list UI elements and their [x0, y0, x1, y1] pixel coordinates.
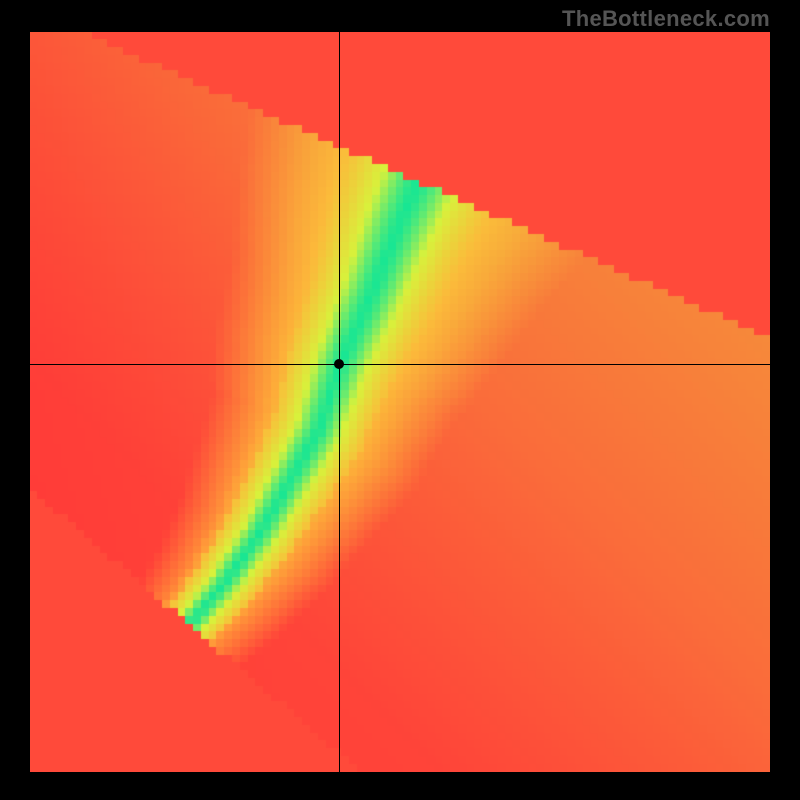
- watermark-text: TheBottleneck.com: [562, 6, 770, 32]
- heatmap-canvas: [30, 32, 770, 772]
- crosshair-vertical: [339, 32, 340, 772]
- plot-area: [30, 32, 770, 772]
- crosshair-horizontal: [30, 364, 770, 365]
- chart-container: TheBottleneck.com: [0, 0, 800, 800]
